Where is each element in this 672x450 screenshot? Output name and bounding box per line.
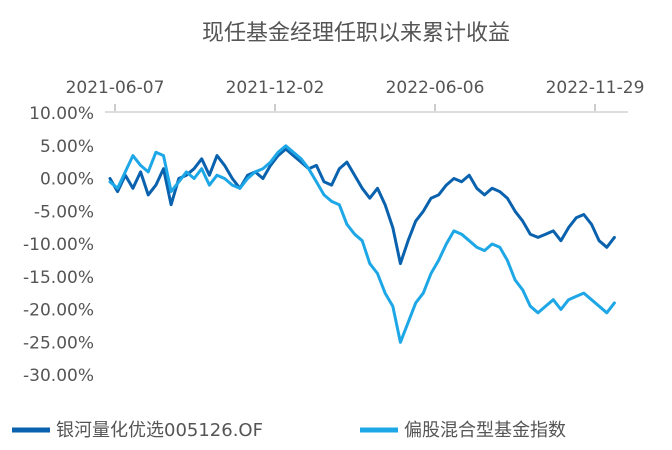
legend: 银河量化优选005126.OF 偏股混合型基金指数 (12, 420, 566, 441)
x-tick-label: 2022-06-06 (386, 78, 485, 98)
y-tick-label: -15.00% (23, 268, 94, 288)
series-line-2 (108, 144, 616, 344)
x-tick-label: 2021-12-02 (226, 78, 325, 98)
x-tick-label: 2022-11-29 (546, 78, 645, 98)
series-line-1 (108, 147, 616, 266)
y-tick-label: -5.00% (34, 202, 94, 222)
x-tick-label: 2021-06-07 (66, 78, 165, 98)
y-axis: 10.00% 5.00% 0.00% -5.00% -10.00% -15.00% -20.… (23, 104, 94, 386)
y-tick-label: 5.00% (40, 137, 94, 157)
y-tick-label: -30.00% (23, 366, 94, 386)
legend-label-2: 偏股混合型基金指数 (404, 420, 566, 441)
y-tick-label: 10.00% (29, 104, 94, 124)
y-tick-label: 0.00% (40, 170, 94, 190)
y-tick-label: -10.00% (23, 235, 94, 255)
y-tick-label: -25.00% (23, 333, 94, 353)
chart-title: 现任基金经理任职以来累计收益 (202, 21, 510, 46)
x-axis: 2021-06-07 2021-12-02 2022-06-06 2022-11-29 (66, 78, 645, 113)
y-tick-label: -20.00% (23, 301, 94, 321)
plot-area (108, 144, 616, 344)
legend-label-1: 银河量化优选005126.OF (56, 420, 263, 441)
